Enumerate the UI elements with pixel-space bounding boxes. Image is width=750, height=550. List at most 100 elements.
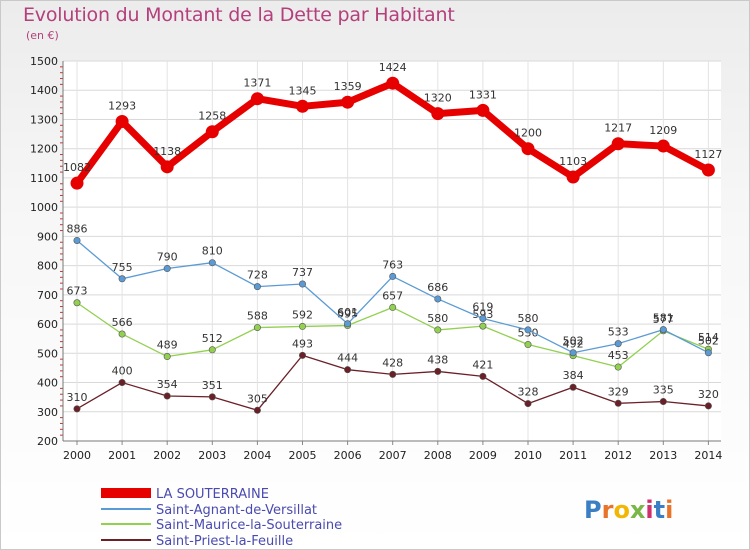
data-point <box>566 170 580 184</box>
x-tick-label: 2007 <box>379 449 407 462</box>
data-point <box>118 379 126 387</box>
data-label: 1209 <box>649 124 677 137</box>
data-label: 1217 <box>604 122 632 135</box>
data-label: 737 <box>292 266 313 279</box>
data-point <box>479 315 487 323</box>
data-label: 593 <box>472 308 493 321</box>
data-point <box>431 107 445 121</box>
data-point <box>253 324 261 332</box>
y-tick-label: 300 <box>37 406 58 419</box>
data-label: 533 <box>608 326 629 339</box>
x-tick-label: 2004 <box>243 449 271 462</box>
y-tick-label: 700 <box>37 289 58 302</box>
data-label: 1371 <box>243 77 271 90</box>
x-tick-label: 2003 <box>198 449 226 462</box>
data-label: 1200 <box>514 127 542 140</box>
data-point <box>389 272 397 280</box>
data-point <box>389 370 397 378</box>
data-point <box>524 326 532 334</box>
y-tick-label: 400 <box>37 377 58 390</box>
y-tick-label: 800 <box>37 260 58 273</box>
data-label: 351 <box>202 379 223 392</box>
data-point <box>205 125 219 139</box>
legend-label: Saint-Agnant-de-Versillat <box>156 503 317 518</box>
data-point <box>434 295 442 303</box>
data-label: 657 <box>382 289 403 302</box>
data-label: 673 <box>67 285 88 298</box>
data-point <box>524 400 532 408</box>
data-point <box>521 142 535 156</box>
data-label: 305 <box>247 392 268 405</box>
data-point <box>298 322 306 330</box>
data-label: 514 <box>698 331 719 344</box>
x-tick-label: 2012 <box>604 449 632 462</box>
data-label: 1127 <box>694 148 722 161</box>
data-point <box>115 115 129 129</box>
x-tick-label: 2010 <box>514 449 542 462</box>
data-label: 580 <box>518 312 539 325</box>
data-point <box>479 322 487 330</box>
data-label: 310 <box>67 391 88 404</box>
x-tick-label: 2009 <box>469 449 497 462</box>
data-point <box>659 326 667 334</box>
data-label: 601 <box>337 306 358 319</box>
data-label: 502 <box>698 335 719 348</box>
y-tick-label: 200 <box>37 435 58 448</box>
x-tick-label: 2006 <box>334 449 362 462</box>
data-point <box>434 326 442 334</box>
data-label: 493 <box>292 337 313 350</box>
data-label: 1082 <box>63 161 91 174</box>
data-label: 489 <box>157 339 178 352</box>
x-tick-label: 2002 <box>153 449 181 462</box>
data-point <box>70 176 84 190</box>
data-point <box>704 402 712 410</box>
data-label: 438 <box>427 353 448 366</box>
data-point <box>296 99 309 113</box>
data-label: 384 <box>563 369 584 382</box>
data-point <box>476 103 490 117</box>
y-tick-label: 1500 <box>30 55 58 68</box>
data-point <box>163 265 171 273</box>
chart-unit: (en €) <box>26 29 59 42</box>
data-label: 581 <box>653 312 674 325</box>
data-label: 1258 <box>198 110 226 123</box>
data-label: 810 <box>202 245 223 258</box>
data-label: 453 <box>608 349 629 362</box>
data-label: 354 <box>157 378 178 391</box>
data-point <box>208 259 216 267</box>
data-label: 1345 <box>289 84 317 97</box>
x-tick-label: 2014 <box>694 449 722 462</box>
data-label: 886 <box>67 222 88 235</box>
data-point <box>73 236 81 244</box>
data-label: 580 <box>427 312 448 325</box>
y-tick-label: 900 <box>37 230 58 243</box>
y-tick-label: 1300 <box>30 113 58 126</box>
data-label: 1293 <box>108 100 136 113</box>
data-label: 1103 <box>559 155 587 168</box>
data-label: 1424 <box>379 61 407 74</box>
y-tick-label: 500 <box>37 347 58 360</box>
data-label: 1138 <box>153 145 181 158</box>
data-label: 763 <box>382 258 403 271</box>
series-1: 886 755 790 810 728 737 601 763 686 619 580 502 533 5… <box>67 222 719 357</box>
series-3: 310 400 354 351 305 493 444 428 438 421 328 384 329 3… <box>67 337 719 414</box>
x-tick-label: 2013 <box>649 449 677 462</box>
legend-swatch <box>101 539 151 541</box>
data-point <box>434 367 442 375</box>
data-label: 619 <box>472 301 493 314</box>
y-tick-label: 600 <box>37 318 58 331</box>
data-point <box>659 398 667 406</box>
legend-label: LA SOUTERRAINE <box>156 487 269 502</box>
data-point <box>208 346 216 354</box>
legend-swatch <box>101 488 151 498</box>
data-point <box>163 353 171 361</box>
data-label: 329 <box>608 385 629 398</box>
data-label: 686 <box>427 281 448 294</box>
legend-swatch <box>101 508 151 510</box>
data-point <box>250 92 264 106</box>
data-label: 595 <box>337 308 358 321</box>
data-label: 502 <box>563 335 584 348</box>
data-point <box>386 76 400 90</box>
